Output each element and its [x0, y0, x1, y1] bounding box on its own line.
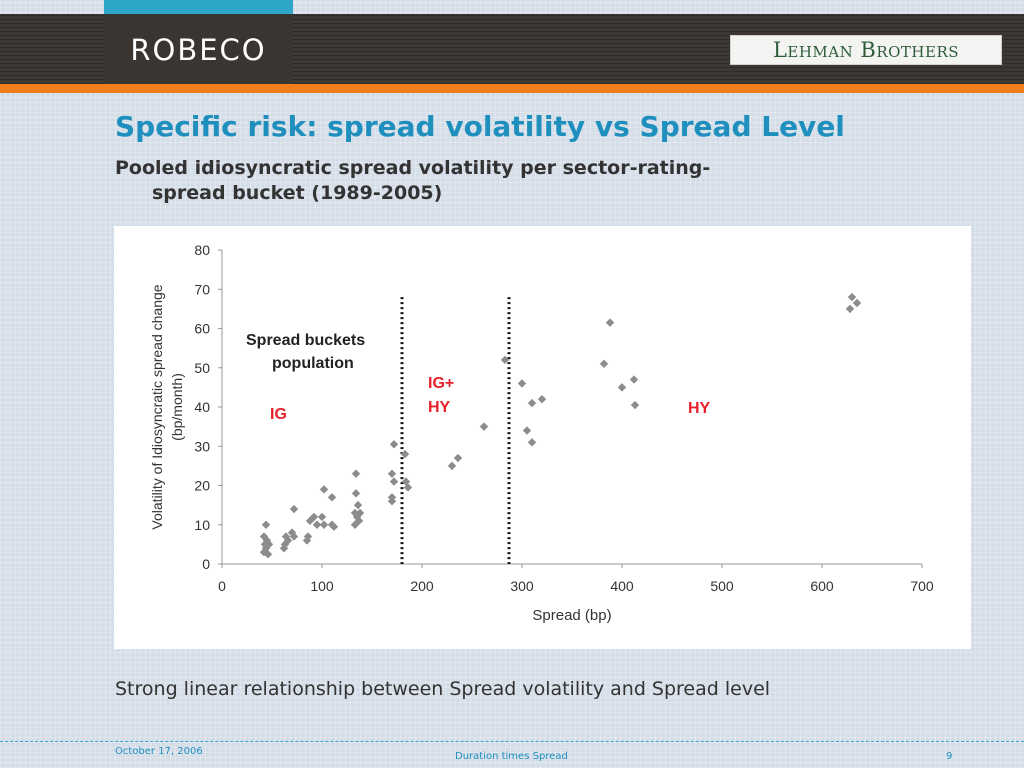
x-tick-label: 700 — [910, 578, 934, 594]
data-point — [500, 355, 510, 365]
footer-date: October 17, 2006 — [115, 746, 203, 757]
data-point — [279, 544, 289, 553]
data-point — [403, 483, 413, 492]
data-point — [605, 318, 615, 327]
igplus-region-label: HY — [428, 399, 451, 416]
data-point — [387, 493, 397, 502]
y-axis-unit: (bp/month) — [169, 373, 185, 441]
header-accent-line — [0, 84, 1024, 93]
hy-region-label: HY — [688, 400, 711, 417]
robeco-logo-cap — [104, 0, 293, 14]
slide-subtitle-line1: Pooled idiosyncratic spread volatility p… — [115, 157, 711, 179]
x-tick-label: 600 — [810, 578, 834, 594]
data-point — [302, 536, 312, 545]
data-point — [845, 304, 855, 314]
y-tick-label: 80 — [194, 242, 210, 258]
data-point — [353, 500, 363, 510]
data-point — [352, 512, 362, 522]
x-tick-label: 200 — [410, 578, 434, 594]
lehman-brothers-logo: Lehman Brothers — [730, 35, 1002, 65]
data-point — [599, 359, 609, 369]
y-tick-label: 10 — [194, 517, 210, 533]
data-point — [447, 461, 457, 471]
x-tick-label: 400 — [610, 578, 634, 594]
data-point — [319, 485, 329, 494]
y-tick-label: 40 — [194, 399, 210, 415]
y-tick-label: 20 — [194, 478, 210, 494]
data-point — [263, 549, 273, 559]
data-point — [303, 532, 313, 541]
data-point — [259, 548, 269, 557]
data-point — [522, 426, 532, 435]
data-point — [281, 532, 291, 541]
slide-title: Specific risk: spread volatility vs Spre… — [115, 110, 845, 143]
x-tick-label: 300 — [510, 578, 534, 594]
data-point — [289, 504, 299, 514]
data-point — [287, 528, 297, 537]
data-point — [537, 394, 547, 404]
data-point — [453, 453, 463, 463]
y-tick-label: 50 — [194, 360, 210, 376]
data-point — [852, 298, 862, 308]
footer-divider — [0, 741, 1024, 742]
data-point — [400, 449, 410, 459]
ig-region-label: IG — [270, 406, 287, 423]
footer-title: Duration times Spread — [455, 751, 568, 762]
data-point — [351, 489, 361, 498]
data-point — [264, 540, 274, 549]
data-point — [280, 540, 290, 549]
data-point — [351, 469, 361, 478]
population-title: population — [272, 355, 354, 372]
data-point — [283, 536, 293, 545]
data-point — [259, 532, 269, 541]
data-point — [305, 516, 315, 526]
y-axis-title: Volatility of Idiosyncratic spread chang… — [149, 284, 165, 529]
y-tick-label: 70 — [194, 281, 210, 297]
data-point — [309, 512, 319, 522]
data-point — [261, 520, 271, 529]
igplus-region-label: IG+ — [428, 375, 454, 392]
slide-note: Strong linear relationship between Sprea… — [115, 678, 771, 700]
scatter-chart: 0 10 20 30 40 50 60 70 80 0 100 200 300 400 500 600 700 S… — [149, 242, 934, 624]
y-tick-label: 30 — [194, 438, 210, 454]
population-title: Spread buckets — [246, 332, 365, 349]
data-point — [329, 522, 339, 531]
data-point — [527, 398, 537, 408]
y-tick-label: 60 — [194, 321, 210, 337]
data-point — [617, 383, 627, 392]
scatter-chart-panel: 0 10 20 30 40 50 60 70 80 0 100 200 300 400 500 600 700 S… — [114, 226, 971, 649]
data-point — [319, 520, 329, 529]
data-point — [387, 469, 397, 478]
page-number: 9 — [946, 751, 953, 762]
data-point — [847, 292, 857, 302]
x-tick-label: 100 — [310, 578, 334, 594]
data-point — [350, 520, 360, 529]
data-point — [289, 532, 299, 541]
data-point — [317, 512, 327, 522]
robeco-logo — [104, 0, 293, 84]
x-axis-title: Spread (bp) — [532, 607, 611, 624]
data-point — [629, 375, 639, 384]
data-point — [479, 422, 489, 431]
slide-subtitle-line2: spread bucket (1989-2005) — [152, 182, 443, 204]
data-point — [327, 493, 337, 502]
data-point — [262, 536, 272, 545]
data-point — [389, 440, 399, 449]
data-point — [261, 544, 271, 553]
x-tick-label: 500 — [710, 578, 734, 594]
x-tick-label: 0 — [218, 578, 226, 594]
data-point — [354, 516, 364, 526]
data-point — [527, 438, 537, 447]
data-point — [630, 400, 640, 410]
data-point — [389, 477, 399, 486]
data-point — [312, 520, 322, 529]
y-tick-label: 0 — [202, 556, 210, 572]
robeco-logo-text: ROBECO — [130, 33, 267, 67]
data-point — [517, 379, 527, 388]
